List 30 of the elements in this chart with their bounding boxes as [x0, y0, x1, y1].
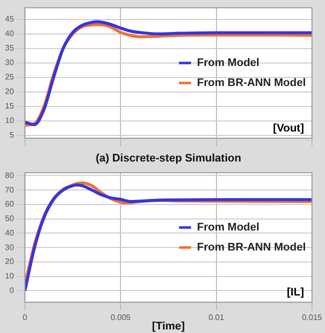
y-tick-label: 20	[4, 87, 14, 96]
y-tick-label: 25	[4, 72, 14, 82]
y-tick-label: 30	[4, 58, 14, 68]
y-tick-label: 0	[9, 286, 14, 295]
y-tick-label: 15	[4, 102, 14, 111]
legend-label: From Model	[197, 57, 260, 70]
x-tick-label: 0.015	[302, 313, 323, 322]
y-tick-label: 10	[4, 272, 14, 281]
x-tick-label: 0.005	[110, 313, 132, 322]
y-tick-label: 70	[4, 185, 14, 194]
x-axis-title: [Time]	[152, 320, 186, 332]
y-tick-label: 5	[9, 130, 14, 140]
legend-label: From BR-ANN Model	[197, 77, 306, 90]
y-tick-label: 35	[4, 44, 14, 53]
legend-label: From BR-ANN Model	[196, 242, 306, 254]
x-tick-label: 0	[22, 313, 28, 322]
y-tick-label: 10	[4, 116, 14, 126]
y-tick-label: 45	[4, 14, 14, 24]
y-tick-label: 50	[4, 214, 14, 224]
y-tick-label: 40	[4, 29, 14, 38]
y-tick-label: 30	[4, 242, 14, 252]
y-tick-label: 60	[4, 200, 14, 209]
x-tick-label: 0.01	[208, 313, 225, 322]
y-tick-label: 80	[4, 170, 14, 180]
annotation: [Vout]	[273, 122, 304, 135]
legend-label: From Model	[196, 222, 260, 234]
annotation: [IL]	[286, 286, 304, 299]
y-tick-label: 20	[4, 257, 14, 266]
x-axis-title: (a) Discrete-step Simulation	[96, 152, 242, 164]
y-tick-label: 40	[4, 228, 14, 238]
